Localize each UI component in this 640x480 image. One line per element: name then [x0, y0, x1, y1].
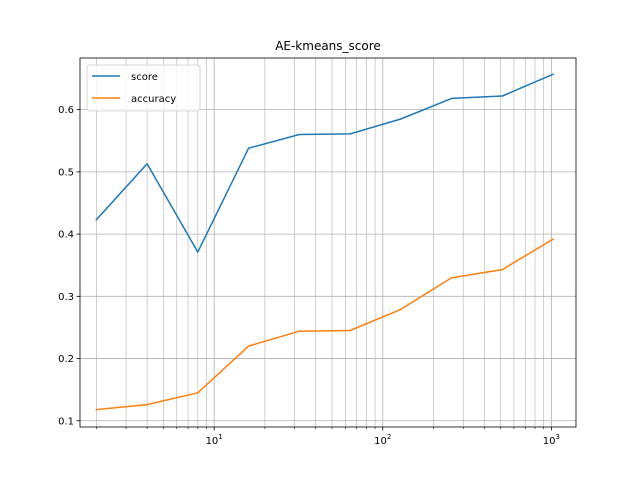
- y-tick-label: 0.6: [58, 105, 74, 116]
- grid-layer: [80, 58, 576, 427]
- x-tick-label: 102: [374, 433, 391, 447]
- legend: score accuracy: [86, 64, 201, 112]
- x-tick-label-exponent: 3: [555, 433, 559, 441]
- series-layer: [95, 73, 555, 411]
- chart-title: AE-kmeans_score: [275, 39, 381, 53]
- series-line-score: [95, 73, 555, 253]
- y-tick-label: 0.5: [58, 167, 74, 178]
- x-tick-label: 103: [543, 433, 560, 447]
- x-tick-label-base: 10: [206, 436, 219, 447]
- legend-label-accuracy: accuracy: [131, 94, 176, 105]
- y-tick-label: 0.1: [58, 416, 74, 427]
- legend-label-score: score: [131, 72, 158, 83]
- plot-frame: [79, 57, 577, 428]
- x-tick-label-base: 10: [543, 436, 556, 447]
- x-tick-label-exponent: 1: [218, 433, 222, 441]
- y-tick-label: 0.3: [58, 292, 74, 303]
- x-tick-label-exponent: 2: [387, 433, 391, 441]
- y-tick-label: 0.4: [58, 230, 74, 241]
- y-tick-label: 0.2: [58, 354, 74, 365]
- series-line-accuracy: [95, 238, 555, 411]
- x-tick-label: 101: [206, 433, 223, 447]
- x-tick-label-base: 10: [374, 436, 387, 447]
